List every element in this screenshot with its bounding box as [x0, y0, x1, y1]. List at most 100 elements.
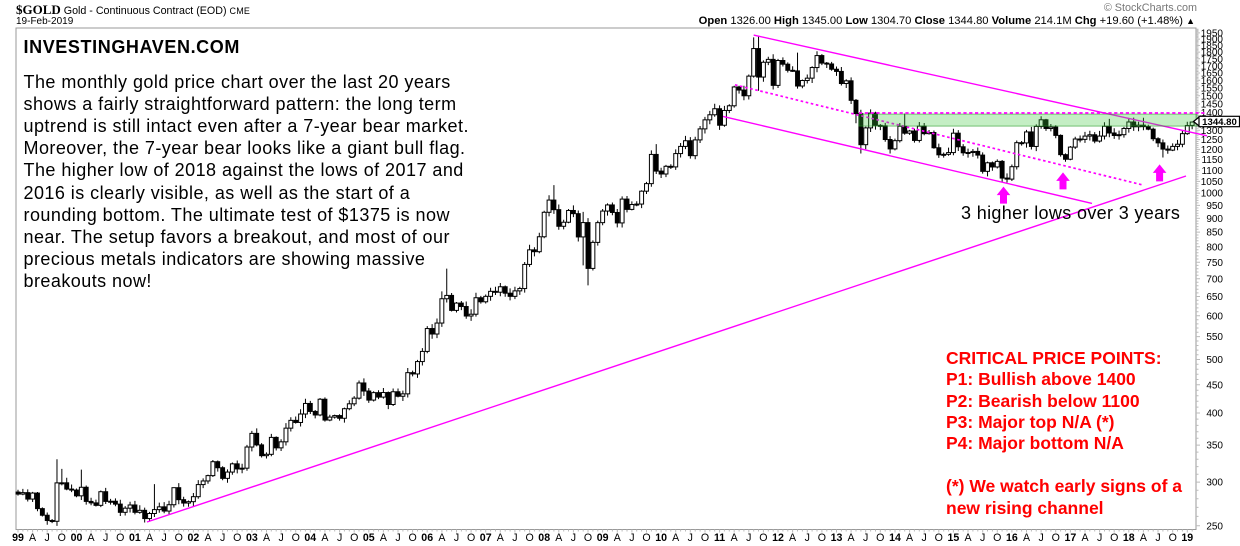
- svg-text:850: 850: [1206, 228, 1223, 239]
- svg-text:A: A: [380, 532, 388, 544]
- svg-text:19: 19: [1181, 532, 1193, 544]
- svg-text:1550: 1550: [1201, 84, 1224, 95]
- svg-text:1344.80: 1344.80: [1202, 117, 1237, 128]
- svg-text:1050: 1050: [1201, 177, 1224, 188]
- svg-text:07: 07: [480, 532, 492, 544]
- svg-text:J: J: [922, 532, 927, 544]
- svg-text:04: 04: [304, 532, 316, 544]
- svg-text:06: 06: [421, 532, 433, 544]
- svg-text:450: 450: [1206, 380, 1223, 391]
- svg-text:500: 500: [1206, 355, 1223, 366]
- svg-text:O: O: [58, 532, 66, 544]
- svg-text:12: 12: [772, 532, 784, 544]
- svg-text:O: O: [642, 532, 650, 544]
- svg-text:O: O: [701, 532, 709, 544]
- svg-text:O: O: [233, 532, 241, 544]
- svg-text:J: J: [454, 532, 459, 544]
- svg-text:1250: 1250: [1201, 135, 1224, 146]
- svg-text:400: 400: [1206, 409, 1223, 420]
- svg-text:750: 750: [1206, 258, 1223, 269]
- svg-text:00: 00: [71, 532, 83, 544]
- svg-text:O: O: [525, 532, 533, 544]
- svg-text:O: O: [1110, 532, 1118, 544]
- svg-text:J: J: [805, 532, 810, 544]
- svg-text:800: 800: [1206, 242, 1223, 253]
- svg-text:700: 700: [1206, 274, 1223, 285]
- svg-text:01: 01: [129, 532, 141, 544]
- svg-text:A: A: [964, 532, 972, 544]
- svg-text:A: A: [1081, 532, 1089, 544]
- svg-text:18: 18: [1123, 532, 1135, 544]
- svg-text:350: 350: [1206, 441, 1223, 452]
- svg-text:A: A: [146, 532, 154, 544]
- svg-text:A: A: [29, 532, 37, 544]
- svg-text:J: J: [45, 532, 50, 544]
- svg-text:02: 02: [188, 532, 200, 544]
- svg-text:O: O: [993, 532, 1001, 544]
- svg-text:A: A: [672, 532, 680, 544]
- svg-text:1850: 1850: [1201, 41, 1224, 52]
- svg-text:J: J: [1155, 532, 1160, 544]
- svg-text:O: O: [818, 532, 826, 544]
- svg-text:1900: 1900: [1201, 35, 1224, 46]
- svg-text:13: 13: [831, 532, 843, 544]
- svg-text:J: J: [629, 532, 634, 544]
- svg-text:1750: 1750: [1201, 54, 1224, 65]
- svg-text:J: J: [512, 532, 517, 544]
- svg-text:A: A: [906, 532, 914, 544]
- svg-text:17: 17: [1065, 532, 1077, 544]
- svg-text:J: J: [162, 532, 167, 544]
- svg-text:J: J: [688, 532, 693, 544]
- svg-text:1950: 1950: [1201, 29, 1224, 40]
- svg-text:A: A: [848, 532, 856, 544]
- svg-text:1500: 1500: [1201, 91, 1224, 102]
- svg-text:16: 16: [1006, 532, 1018, 544]
- svg-text:A: A: [555, 532, 563, 544]
- svg-text:O: O: [408, 532, 416, 544]
- svg-text:03: 03: [246, 532, 258, 544]
- svg-text:J: J: [395, 532, 400, 544]
- svg-text:O: O: [584, 532, 592, 544]
- svg-text:300: 300: [1206, 478, 1223, 489]
- svg-text:1150: 1150: [1201, 155, 1223, 166]
- svg-text:J: J: [103, 532, 108, 544]
- svg-text:J: J: [278, 532, 283, 544]
- svg-text:A: A: [614, 532, 622, 544]
- svg-text:650: 650: [1206, 292, 1223, 303]
- svg-text:99: 99: [12, 532, 24, 544]
- svg-text:1800: 1800: [1201, 48, 1224, 59]
- svg-text:A: A: [497, 532, 505, 544]
- svg-text:A: A: [1140, 532, 1148, 544]
- svg-text:1400: 1400: [1201, 108, 1224, 119]
- svg-text:09: 09: [597, 532, 609, 544]
- svg-text:O: O: [1052, 532, 1060, 544]
- svg-text:1100: 1100: [1201, 166, 1223, 177]
- svg-text:J: J: [220, 532, 225, 544]
- svg-text:O: O: [935, 532, 943, 544]
- svg-text:1650: 1650: [1201, 69, 1224, 80]
- svg-text:1200: 1200: [1201, 145, 1224, 156]
- svg-text:900: 900: [1206, 214, 1223, 225]
- svg-text:A: A: [438, 532, 446, 544]
- svg-text:A: A: [321, 532, 329, 544]
- svg-text:J: J: [571, 532, 576, 544]
- svg-text:A: A: [731, 532, 739, 544]
- svg-text:A: A: [88, 532, 96, 544]
- svg-text:J: J: [337, 532, 342, 544]
- svg-text:O: O: [116, 532, 124, 544]
- svg-text:11: 11: [714, 532, 725, 544]
- svg-text:05: 05: [363, 532, 375, 544]
- svg-text:1700: 1700: [1201, 61, 1224, 72]
- svg-text:O: O: [467, 532, 475, 544]
- svg-text:A: A: [204, 532, 212, 544]
- svg-text:J: J: [980, 532, 985, 544]
- svg-text:14: 14: [889, 532, 901, 544]
- svg-text:O: O: [350, 532, 358, 544]
- svg-text:600: 600: [1206, 311, 1223, 322]
- svg-text:O: O: [292, 532, 300, 544]
- svg-text:10: 10: [655, 532, 667, 544]
- svg-text:O: O: [175, 532, 183, 544]
- svg-text:O: O: [876, 532, 884, 544]
- svg-text:O: O: [759, 532, 767, 544]
- svg-text:J: J: [863, 532, 868, 544]
